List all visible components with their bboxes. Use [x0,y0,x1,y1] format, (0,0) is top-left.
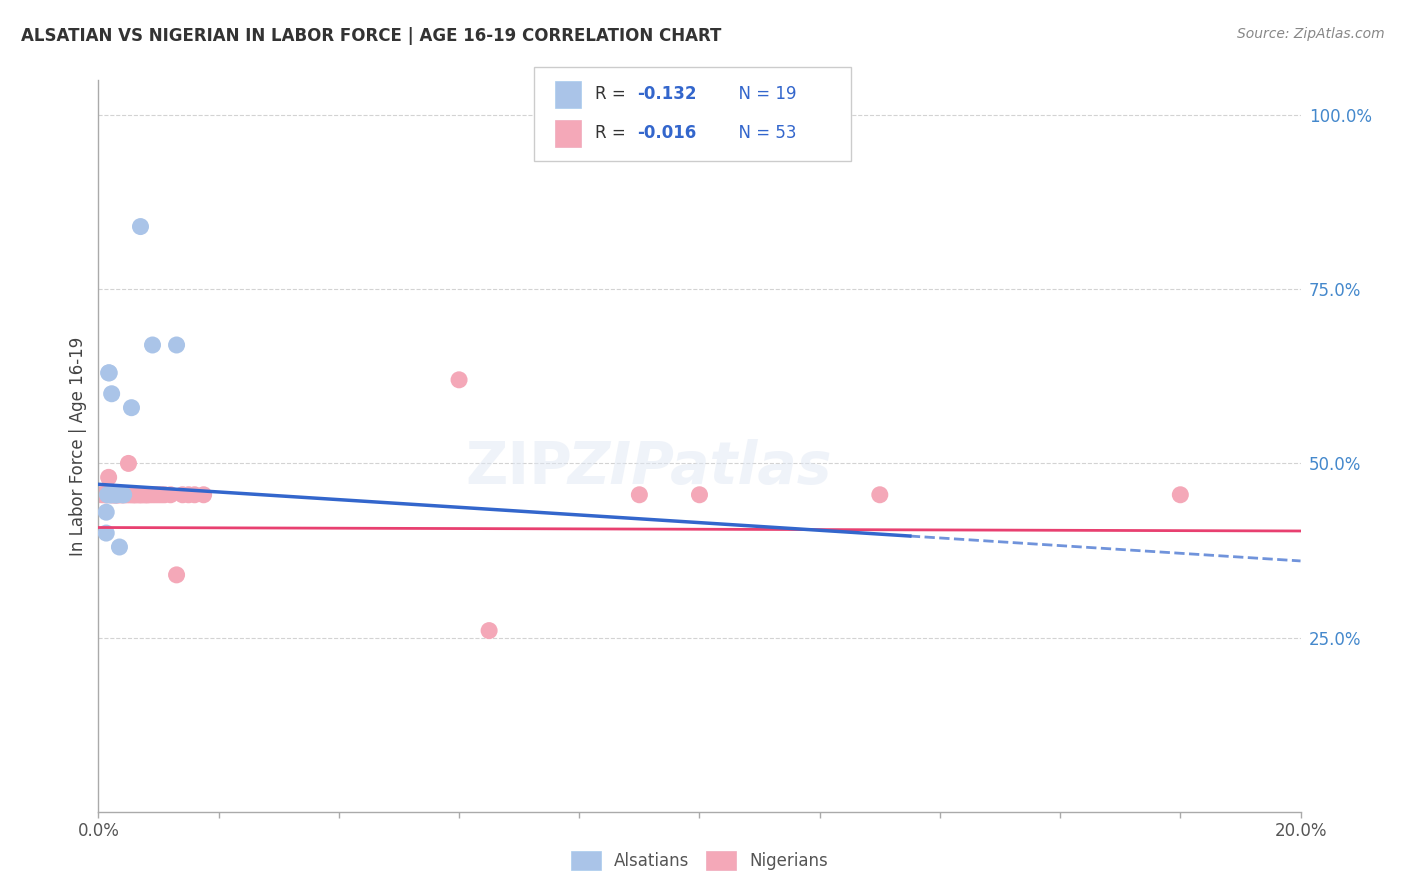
Point [103,488,125,502]
Point [628,488,651,502]
Point [132,488,155,502]
Text: -0.016: -0.016 [637,124,696,142]
Point [124,488,146,502]
Point [112,488,135,502]
Point [166,567,188,582]
Point [118,488,141,502]
Point [122,488,145,502]
Point [131,488,153,502]
Point [110,488,132,502]
Point [107,488,129,502]
Text: -0.132: -0.132 [637,86,696,103]
Point [193,488,215,502]
Text: ZIPatlas: ZIPatlas [567,440,832,497]
Point [134,488,156,502]
Point [96,505,118,519]
Point [105,488,128,502]
Point [128,488,150,502]
Point [159,488,181,502]
Point [104,488,127,502]
Point [105,488,128,502]
Point [129,488,152,502]
Point [121,488,143,502]
Point [96,488,118,502]
Point [150,488,173,502]
Point [153,488,176,502]
Point [129,219,152,234]
Y-axis label: In Labor Force | Age 16-19: In Labor Force | Age 16-19 [69,336,87,556]
Point [183,488,205,502]
Point [100,386,122,401]
Point [108,540,131,554]
Point [93,488,115,502]
Legend: Alsatians, Nigerians: Alsatians, Nigerians [564,844,835,877]
Point [177,488,200,502]
Point [117,488,139,502]
Point [111,488,134,502]
Point [107,488,129,502]
Point [141,338,163,352]
Point [100,488,122,502]
Text: R =: R = [595,86,631,103]
Point [145,488,167,502]
Text: Source: ZipAtlas.com: Source: ZipAtlas.com [1237,27,1385,41]
Point [97,470,120,484]
Point [90,488,112,502]
Point [96,526,118,541]
Text: N = 53: N = 53 [728,124,797,142]
Text: R =: R = [595,124,631,142]
Text: N = 19: N = 19 [728,86,797,103]
Point [136,488,159,502]
Point [135,488,157,502]
Text: ZIP: ZIP [465,440,572,497]
Point [114,488,136,502]
Point [105,488,128,502]
Point [1170,488,1192,502]
Point [138,488,160,502]
Point [100,488,122,502]
Point [98,366,121,380]
Point [108,488,131,502]
Point [127,488,149,502]
Point [141,488,163,502]
Point [478,624,501,638]
Point [172,488,194,502]
Point [869,488,891,502]
Point [97,366,120,380]
Text: ALSATIAN VS NIGERIAN IN LABOR FORCE | AGE 16-19 CORRELATION CHART: ALSATIAN VS NIGERIAN IN LABOR FORCE | AG… [21,27,721,45]
Point [103,488,125,502]
Point [96,488,118,502]
Point [104,488,127,502]
Point [148,488,170,502]
Point [117,457,139,471]
Point [104,488,127,502]
Point [447,373,470,387]
Point [103,488,125,502]
Point [96,488,118,502]
Point [105,488,128,502]
Point [121,401,143,415]
Point [125,488,148,502]
Point [100,488,122,502]
Point [111,488,134,502]
Point [689,488,711,502]
Point [112,488,135,502]
Point [166,338,188,352]
Point [100,488,122,502]
